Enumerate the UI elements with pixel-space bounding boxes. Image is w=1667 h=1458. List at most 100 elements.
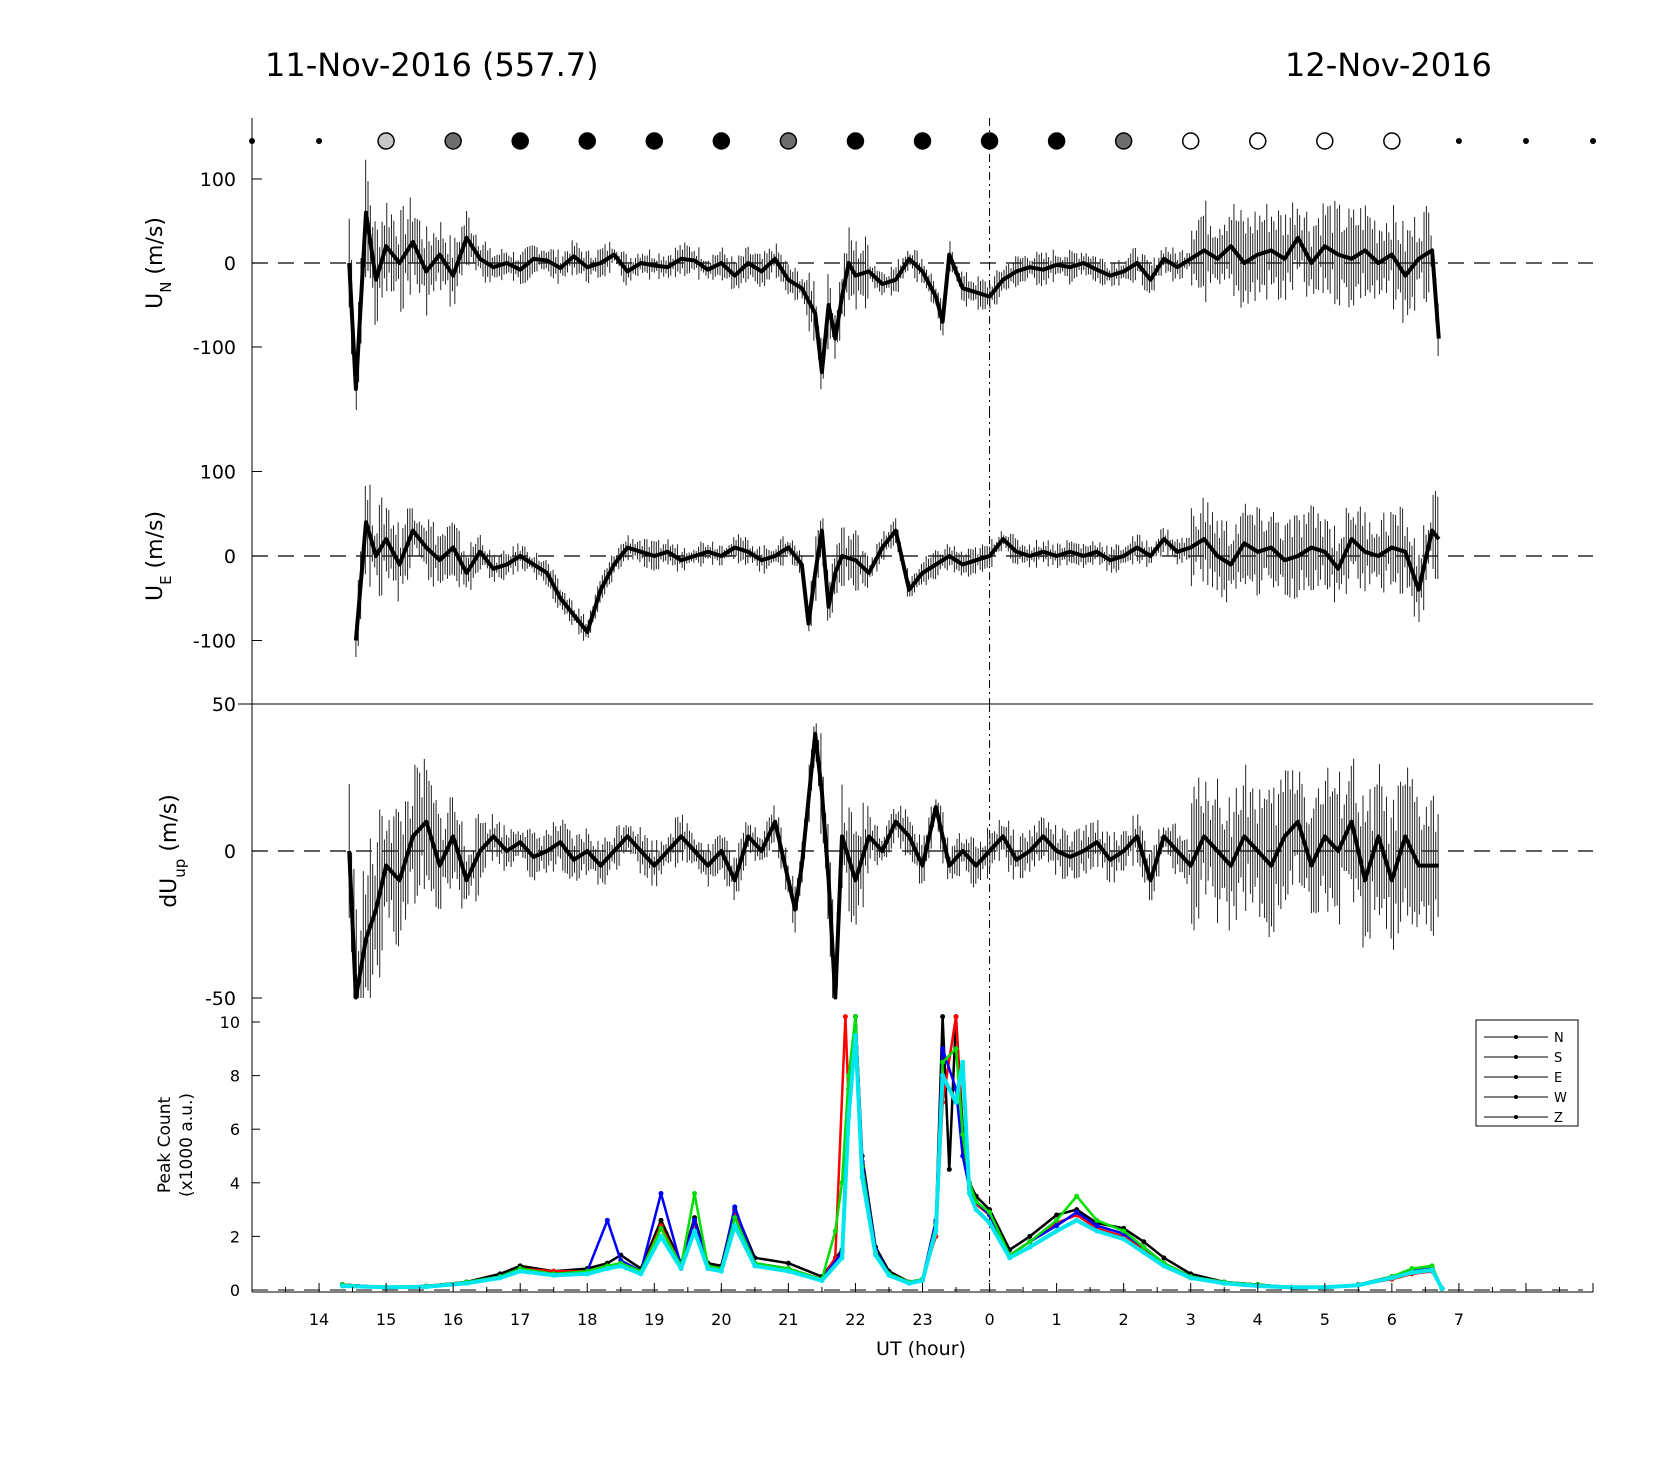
peak-series-point bbox=[839, 1180, 845, 1186]
peak-series-point bbox=[966, 1191, 972, 1197]
peak-series-point bbox=[1054, 1228, 1060, 1234]
peak-series-point bbox=[852, 1032, 858, 1038]
sky-marker-circle bbox=[645, 132, 664, 150]
peak-series-point bbox=[464, 1280, 470, 1286]
peak-series-point bbox=[1429, 1263, 1435, 1269]
legend-marker bbox=[1514, 1035, 1518, 1039]
peak-series-Z bbox=[340, 1032, 1445, 1292]
peak-series-point bbox=[618, 1263, 624, 1269]
sky-marker-circle bbox=[980, 132, 999, 150]
y-axis-label-main: U bbox=[143, 585, 168, 601]
wind-series-line bbox=[347, 210, 1441, 391]
peak-series-line bbox=[342, 1015, 1444, 1290]
peak-series-point bbox=[752, 1263, 758, 1269]
sky-marker-circle bbox=[1047, 132, 1066, 150]
y-axis-label: dUup (m/s) bbox=[157, 794, 189, 908]
panel-un: 100 0 -100 UN (m/s) bbox=[143, 118, 1596, 410]
peak-series-point bbox=[1409, 1270, 1415, 1276]
peak-series-point bbox=[960, 1153, 966, 1159]
y-axis-label-main: dU bbox=[157, 878, 182, 908]
y-axis-label-subscript: up bbox=[171, 859, 189, 878]
peak-series-point bbox=[517, 1268, 523, 1274]
title-left: 11-Nov-2016 (557.7) bbox=[265, 46, 599, 84]
peak-series-point bbox=[584, 1271, 590, 1277]
peak-series-point bbox=[1121, 1228, 1127, 1234]
y-axis-label-unit: (m/s) bbox=[157, 794, 182, 858]
x-tick-label: 14 bbox=[309, 1310, 329, 1329]
y-tick-label: 4 bbox=[230, 1174, 240, 1193]
peak-series-point bbox=[658, 1233, 664, 1239]
x-tick-label: 19 bbox=[644, 1310, 664, 1329]
peak-series-line bbox=[342, 1015, 1444, 1290]
peak-series-point bbox=[423, 1284, 429, 1290]
peak-series-point bbox=[859, 1174, 865, 1180]
peak-series-point bbox=[658, 1217, 664, 1223]
sky-marker-circle bbox=[1316, 132, 1334, 150]
peak-series-point bbox=[987, 1220, 993, 1226]
peak-series-point bbox=[1007, 1255, 1013, 1261]
peak-series-point bbox=[1161, 1263, 1167, 1269]
peak-series-point bbox=[953, 1099, 959, 1105]
legend-marker bbox=[1514, 1055, 1518, 1059]
sky-marker-dot bbox=[316, 138, 323, 144]
x-axis-label: UT (hour) bbox=[876, 1338, 966, 1360]
peak-series-point bbox=[906, 1280, 912, 1286]
peak-series-point bbox=[1074, 1209, 1080, 1215]
y-tick-label: 0 bbox=[230, 1281, 240, 1300]
x-tick-label: 1 bbox=[1052, 1310, 1062, 1329]
x-tick-label: 3 bbox=[1186, 1310, 1196, 1329]
y-axis-label-subscript: N bbox=[157, 282, 175, 293]
panel-peak-count: 10 8 6 4 2 0 Peak Count (x1000 a.u.) bbox=[155, 998, 1593, 1300]
x-tick-label: 0 bbox=[984, 1310, 994, 1329]
peak-series-point bbox=[960, 1059, 966, 1065]
peak-series-point bbox=[1161, 1255, 1167, 1261]
x-tick-label: 22 bbox=[845, 1310, 865, 1329]
peak-series-point bbox=[1054, 1223, 1060, 1229]
y-tick-label: 6 bbox=[230, 1120, 240, 1139]
y-tick-label: -50 bbox=[205, 988, 236, 1010]
sky-marker-circle bbox=[1249, 132, 1267, 150]
peak-series-point bbox=[973, 1207, 979, 1213]
y-axis-label: UN (m/s) bbox=[143, 217, 175, 309]
x-tick-label: 16 bbox=[443, 1310, 463, 1329]
legend-entry-S: S bbox=[1554, 1051, 1562, 1066]
legend-marker bbox=[1514, 1075, 1518, 1079]
peak-series-point bbox=[1141, 1244, 1147, 1250]
error-bars bbox=[355, 484, 1439, 657]
peak-series-point bbox=[1409, 1266, 1415, 1272]
y-axis-label-line1: Peak Count bbox=[155, 1097, 175, 1194]
x-tick-label: 4 bbox=[1253, 1310, 1263, 1329]
x-tick-label: 6 bbox=[1387, 1310, 1397, 1329]
legend-entry-Z: Z bbox=[1554, 1111, 1563, 1126]
sky-marker-circle bbox=[846, 132, 865, 150]
peak-series-point bbox=[1094, 1228, 1100, 1234]
y-tick-label: 8 bbox=[230, 1067, 240, 1086]
sky-condition-markers bbox=[249, 132, 1596, 150]
peak-series-point bbox=[732, 1223, 738, 1229]
sky-marker-dot bbox=[249, 138, 255, 144]
peak-series-point bbox=[1054, 1212, 1060, 1218]
peak-series-line bbox=[342, 1033, 1444, 1290]
y-axis-label-main: U bbox=[143, 293, 168, 309]
peak-series-point bbox=[1054, 1217, 1060, 1223]
peak-series-point bbox=[819, 1278, 825, 1284]
peak-series-point bbox=[1355, 1282, 1361, 1288]
peak-series-point bbox=[1439, 1286, 1445, 1292]
x-tick-label: 18 bbox=[577, 1310, 597, 1329]
y-axis-label-unit: (m/s) bbox=[143, 217, 168, 281]
peak-series-point bbox=[946, 1166, 952, 1172]
peak-series-point bbox=[497, 1275, 503, 1281]
panel-ue: 100 0 -100 UE (m/s) bbox=[143, 410, 1593, 704]
x-tick-label: 17 bbox=[510, 1310, 530, 1329]
panel-dup: 50 0 -50 dUup (m/s) bbox=[157, 694, 1593, 1010]
peak-series-point bbox=[1121, 1236, 1127, 1242]
legend-box bbox=[1475, 1019, 1579, 1127]
peak-series-point bbox=[692, 1191, 698, 1197]
peak-series-E bbox=[340, 1014, 1445, 1292]
peak-series-point bbox=[1188, 1275, 1194, 1281]
peak-series-point bbox=[1027, 1233, 1033, 1239]
peak-series-point bbox=[1094, 1223, 1100, 1229]
sky-marker-dot bbox=[1590, 138, 1596, 144]
sky-marker-circle bbox=[1383, 132, 1401, 150]
